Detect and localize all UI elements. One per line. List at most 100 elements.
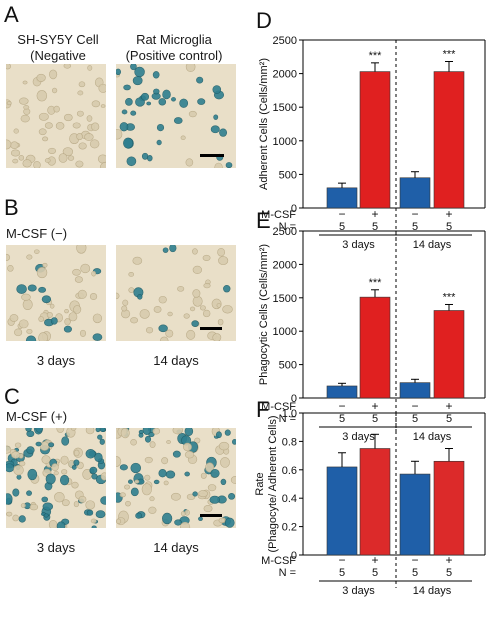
n-value: 5 bbox=[446, 221, 452, 233]
n-value: 5 bbox=[446, 567, 452, 579]
bar bbox=[433, 310, 465, 399]
positive-control-title: Rat Microglia bbox=[136, 32, 212, 47]
significance-label: *** bbox=[443, 291, 457, 303]
micrograph-mcsf-pos-14d bbox=[116, 428, 236, 528]
scale-bar bbox=[200, 514, 222, 517]
y-tick-label: 0 bbox=[291, 203, 297, 215]
mcsf-row-label: M-CSF bbox=[261, 555, 296, 567]
group-label: 14 days bbox=[413, 239, 452, 251]
y-axis-label: Adherent Cells (Cells/mm²) bbox=[258, 58, 270, 190]
micrograph-microglia bbox=[116, 64, 236, 168]
mcsf-value: + bbox=[371, 399, 378, 413]
n-value: 5 bbox=[412, 567, 418, 579]
chart-panel-f: 0 0.2 0.4 0.6 0.8 1.0 Rate (Phagocyte/ Adherent… bbox=[254, 408, 486, 597]
mcsf-value: − bbox=[411, 553, 418, 567]
y-tick-label: 0.6 bbox=[282, 465, 297, 477]
panel-label-a: A bbox=[4, 2, 19, 27]
bar bbox=[359, 448, 391, 556]
panel-c-title: M-CSF (+) bbox=[6, 409, 68, 424]
mcsf-row-label: M-CSF bbox=[261, 401, 296, 413]
bar bbox=[433, 460, 465, 556]
micrograph-mcsf-pos-3d bbox=[6, 428, 106, 528]
y-tick-label: 1000 bbox=[273, 326, 297, 338]
y-tick-label: 0 bbox=[291, 550, 297, 562]
n-value: 5 bbox=[412, 221, 418, 233]
significance-label: *** bbox=[369, 50, 383, 62]
panel-c-caption-14d: 14 days bbox=[153, 540, 199, 555]
mcsf-value: − bbox=[411, 399, 418, 413]
y-tick-label: 0.4 bbox=[282, 493, 297, 505]
y-tick-label: 0 bbox=[291, 393, 297, 405]
bar bbox=[433, 71, 465, 209]
y-tick-label: 1500 bbox=[273, 293, 297, 305]
n-value: 5 bbox=[339, 413, 345, 425]
n-row-label: N = bbox=[279, 567, 296, 579]
panel-label-b: B bbox=[4, 195, 19, 220]
n-value: 5 bbox=[339, 567, 345, 579]
n-row-label: N = bbox=[279, 413, 296, 425]
panel-a-right-caption: Rat Microglia (Positive control) bbox=[114, 32, 234, 64]
significance-label: *** bbox=[369, 277, 383, 289]
panel-c-caption-3d: 3 days bbox=[36, 540, 76, 555]
chart-panel-d: 0 500 1000 1500 2000 2500 Adherent Cells (Cell… bbox=[258, 35, 486, 251]
group-label: 14 days bbox=[413, 585, 452, 597]
significance-label: *** bbox=[443, 49, 457, 61]
scale-bar bbox=[200, 154, 224, 157]
mcsf-value: − bbox=[338, 207, 345, 221]
n-row-label: N = bbox=[279, 221, 296, 233]
panel-label-c: C bbox=[4, 384, 20, 409]
y-tick-label: 2000 bbox=[273, 69, 297, 81]
mcsf-value: − bbox=[411, 207, 418, 221]
panel-label-e: E bbox=[256, 208, 271, 233]
group-label: 3 days bbox=[342, 585, 375, 597]
mcsf-value: + bbox=[371, 553, 378, 567]
group-label: 14 days bbox=[413, 431, 452, 443]
panel-label-d: D bbox=[256, 8, 272, 33]
bar bbox=[326, 385, 358, 399]
y-axis-label: Phagocytic Cells (Cells/mm²) bbox=[258, 244, 270, 385]
n-value: 5 bbox=[372, 413, 378, 425]
y-tick-label: 2500 bbox=[273, 226, 297, 238]
panel-label-f: F bbox=[256, 397, 270, 422]
y-tick-label: 0.2 bbox=[282, 522, 297, 534]
mcsf-value: + bbox=[371, 207, 378, 221]
micrograph-sh-sy5y bbox=[6, 64, 106, 168]
bar bbox=[399, 473, 431, 556]
group-label: 3 days bbox=[342, 431, 375, 443]
y-axis-label-2: (Phagocyte/ Adherent Cells) bbox=[267, 416, 279, 553]
bar bbox=[399, 177, 431, 209]
n-value: 5 bbox=[446, 413, 452, 425]
bar bbox=[326, 466, 358, 556]
mcsf-value: + bbox=[445, 553, 452, 567]
positive-control-subtitle: (Positive control) bbox=[125, 48, 223, 63]
y-tick-label: 0.8 bbox=[282, 436, 297, 448]
mcsf-row-label: M-CSF bbox=[261, 209, 296, 221]
bar bbox=[399, 382, 431, 399]
n-value: 5 bbox=[372, 567, 378, 579]
micrograph-mcsf-neg-3d bbox=[6, 245, 106, 341]
n-value: 5 bbox=[412, 413, 418, 425]
mcsf-value: − bbox=[338, 399, 345, 413]
y-tick-label: 1500 bbox=[273, 102, 297, 114]
n-value: 5 bbox=[372, 221, 378, 233]
negative-control-title: SH-SY5Y Cell bbox=[17, 32, 99, 47]
mcsf-value: + bbox=[445, 399, 452, 413]
y-tick-label: 1000 bbox=[273, 136, 297, 148]
panel-b-caption-3d: 3 days bbox=[36, 353, 76, 368]
bar bbox=[359, 296, 391, 399]
mcsf-value: − bbox=[338, 553, 345, 567]
panel-b-caption-14d: 14 days bbox=[153, 353, 199, 368]
y-tick-label: 1.0 bbox=[282, 408, 297, 420]
scale-bar bbox=[200, 327, 222, 330]
group-label: 3 days bbox=[342, 239, 375, 251]
mcsf-value: + bbox=[445, 207, 452, 221]
y-tick-label: 2000 bbox=[273, 259, 297, 271]
bar bbox=[326, 187, 358, 209]
micrograph-mcsf-neg-14d bbox=[116, 245, 236, 341]
y-tick-label: 500 bbox=[279, 360, 297, 372]
n-value: 5 bbox=[339, 221, 345, 233]
panel-b-title: M-CSF (−) bbox=[6, 226, 68, 241]
y-tick-label: 500 bbox=[279, 169, 297, 181]
